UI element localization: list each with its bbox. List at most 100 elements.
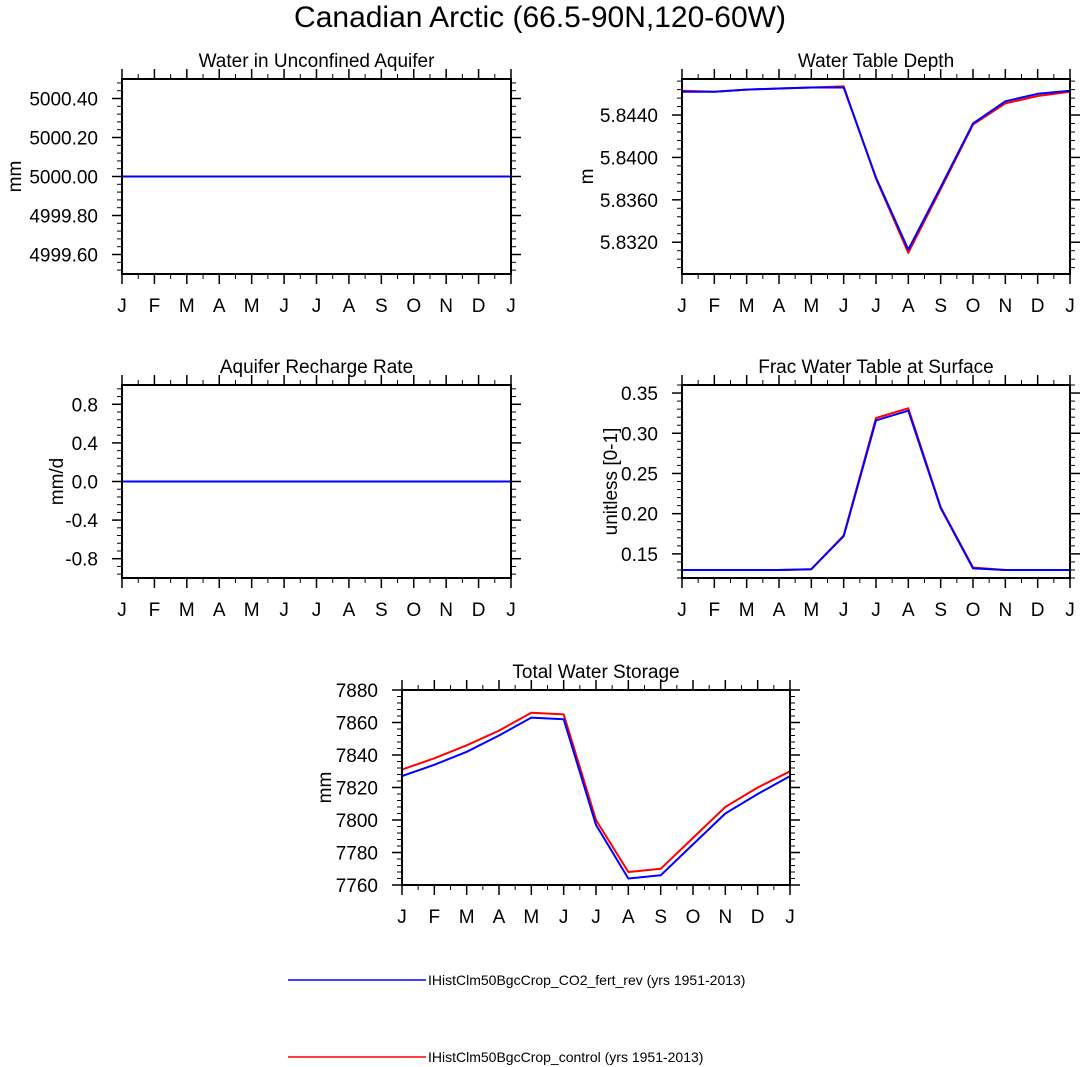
x-tick-label: S [934,296,947,317]
y-tick-label: 4999.80 [29,207,98,228]
tick-marks [112,69,521,284]
y-axis-label: unitless [0-1] [601,428,622,536]
x-tick-label: N [439,296,453,317]
x-tick-label: A [622,907,635,928]
y-tick-label: 7780 [336,844,378,865]
series-line-co2-fert-rev [682,409,1070,571]
y-tick-label: 5.8360 [600,191,658,212]
figure-title: Canadian Arctic (66.5-90N,120-60W) [294,1,786,34]
y-tick-label: -0.4 [65,511,98,532]
series-line-control [401,711,791,873]
y-tick-label: 7760 [336,876,378,897]
y-tick-label: 0.4 [72,434,99,455]
x-tick-label: J [312,600,322,621]
x-tick-label: F [149,600,161,621]
x-tick-label: S [654,907,667,928]
x-tick-label: J [506,296,516,317]
frac-water-table-at-surface-panel: Frac Water Table at Surface unitless [0-1… [601,357,1080,621]
y-tick-label: 5.8440 [600,106,658,127]
y-tick-label: 7840 [336,746,378,767]
x-tick-label: F [709,296,721,317]
x-tick-label: F [149,296,161,317]
tick-labels: J F M A M J J A S O N D J-0.8-0.40.00.40.8 [65,395,516,621]
y-tick-label: 0.35 [621,384,658,405]
x-tick-label: J [117,296,127,317]
x-tick-label: M [244,296,260,317]
series-lines [681,85,1071,254]
y-tick-label: 4999.60 [29,246,98,267]
panel-title: Aquifer Recharge Rate [220,357,413,378]
panel-title: Water in Unconfined Aquifer [199,51,436,72]
x-tick-label: J [785,907,795,928]
y-tick-label: 7860 [336,714,378,735]
x-tick-label: F [429,907,441,928]
x-tick-label: M [179,600,195,621]
x-tick-label: J [871,296,881,317]
x-tick-label: A [773,296,786,317]
x-tick-label: A [213,296,226,317]
x-tick-label: J [117,600,127,621]
x-tick-label: O [406,600,421,621]
x-tick-label: J [677,296,687,317]
x-tick-label: J [279,600,289,621]
y-tick-label: 0.15 [621,545,658,566]
series-line-co2-fert-rev [401,716,791,880]
y-axis-label: mm [5,161,26,193]
legend-item: IHistClm50BgcCrop_CO2_fert_rev (yrs 1951… [288,972,745,988]
x-tick-label: J [1065,600,1075,621]
x-tick-label: M [739,296,755,317]
x-tick-label: M [244,600,260,621]
x-tick-label: J [312,296,322,317]
y-tick-label: 5.8320 [600,233,658,254]
x-tick-label: J [839,296,849,317]
y-axis-label: mm [315,772,336,804]
tick-marks [672,375,1080,588]
y-axis-label: mm/d [47,458,68,506]
panel-title: Water Table Depth [798,51,954,72]
x-tick-label: J [397,907,407,928]
plot-frame [401,689,791,886]
series-line-control [682,407,1070,571]
x-tick-label: D [1031,600,1045,621]
y-tick-label: 0.20 [621,505,658,526]
x-tick-label: J [1065,296,1075,317]
y-tick-label: 5000.00 [29,168,98,189]
x-tick-label: M [739,600,755,621]
series-line-co2-fert-rev [682,86,1071,251]
y-tick-label: 0.8 [72,395,98,416]
y-axis-label: m [577,169,598,185]
x-tick-label: A [902,600,915,621]
x-tick-label: A [213,600,226,621]
tick-labels: J F M A M J J A S O N D J4999.604999.805000.005000.2… [29,90,515,318]
x-tick-label: N [998,600,1012,621]
x-tick-label: J [871,600,881,621]
y-tick-label: 0.0 [72,473,98,494]
x-tick-label: D [472,600,486,621]
x-tick-label: D [1031,296,1045,317]
y-tick-label: 0.30 [621,424,658,445]
series-lines [401,711,791,880]
x-tick-label: M [179,296,195,317]
tick-labels: J F M A M J J A S O N D J0.150.200.250.300.35 [621,384,1075,621]
y-tick-label: 5000.20 [29,129,98,150]
legend-label: IHistClm50BgcCrop_control (yrs 1951-2013… [428,1049,703,1065]
panel-title: Frac Water Table at Surface [758,357,994,378]
x-tick-label: J [591,907,601,928]
plot-frame [681,384,1071,579]
x-tick-label: D [751,907,765,928]
y-tick-label: 7880 [336,681,378,702]
legend-item: IHistClm50BgcCrop_control (yrs 1951-2013… [288,1049,703,1065]
x-tick-label: A [493,907,506,928]
x-tick-label: J [506,600,516,621]
series-lines [682,407,1070,571]
tick-marks [392,680,800,895]
x-tick-label: M [459,907,475,928]
legend: IHistClm50BgcCrop_CO2_fert_rev (yrs 1951… [288,972,745,1065]
series-line-control [681,85,1071,254]
